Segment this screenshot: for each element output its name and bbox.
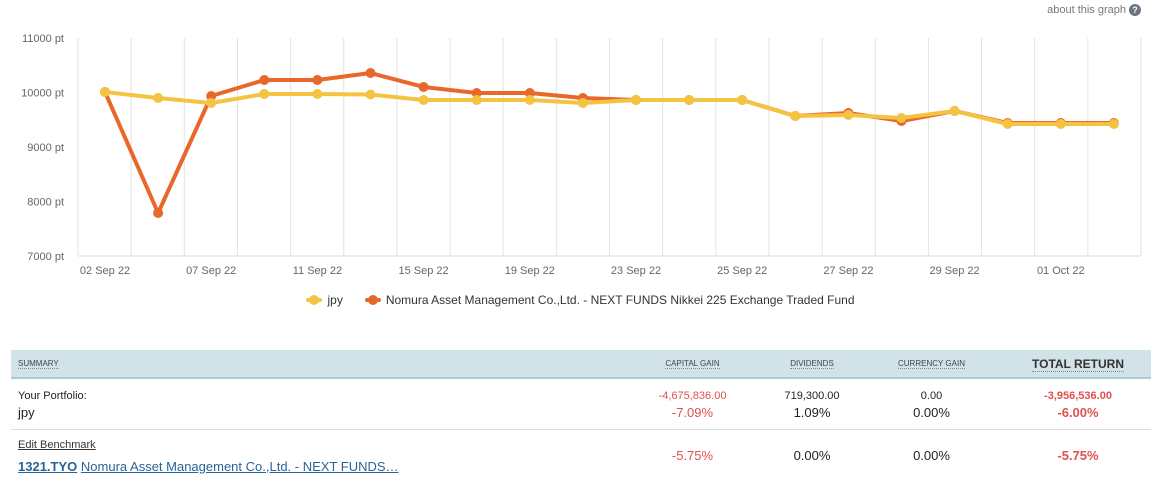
data-point (1002, 119, 1013, 130)
total-return-value: -3,956,536.00 (1044, 390, 1112, 402)
capital-gain-pct: -7.09% (671, 405, 714, 420)
data-point (737, 95, 748, 106)
x-tick-label: 07 Sep 22 (186, 265, 236, 277)
data-point (418, 95, 429, 106)
data-point (312, 89, 323, 100)
chart-legend: jpy Nomura Asset Management Co.,Ltd. - N… (0, 293, 1161, 307)
data-point (790, 110, 801, 121)
y-tick-label: 7000 pt (27, 251, 64, 263)
edit-benchmark-link[interactable]: Edit Benchmark (18, 438, 96, 451)
data-point (259, 89, 270, 100)
total-return-pct: -6.00% (1057, 405, 1099, 420)
data-point (524, 87, 535, 98)
data-point (471, 95, 482, 106)
benchmark-ticker-link[interactable]: 1321.TYO (18, 458, 78, 474)
y-tick-label: 8000 pt (27, 197, 64, 209)
data-point (312, 75, 323, 86)
x-tick-label: 29 Sep 22 (930, 265, 980, 277)
legend-label: Nomura Asset Management Co.,Ltd. - NEXT … (385, 293, 855, 307)
legend-swatch-nomura (364, 295, 381, 305)
header-summary: Summary (18, 359, 59, 369)
dividends-value: 719,300.00 (784, 390, 840, 402)
data-point (524, 95, 535, 106)
legend-item-jpy[interactable]: jpy (306, 293, 343, 307)
legend-item-nomura[interactable]: Nomura Asset Management Co.,Ltd. - NEXT … (364, 293, 855, 307)
y-tick-label: 11000 pt (22, 33, 64, 45)
series-line-0 (104, 90, 1114, 127)
y-tick-label: 9000 pt (27, 142, 64, 154)
data-point (1108, 119, 1119, 130)
currency-gain-value: 0.00 (920, 390, 943, 402)
y-tick-label: 10000 pt (21, 88, 64, 100)
legend-swatch-jpy (306, 295, 323, 305)
benchmark-name-link[interactable]: Nomura Asset Management Co.,Ltd. - NEXT … (80, 458, 399, 474)
data-point (100, 87, 110, 98)
data-point (843, 110, 854, 121)
x-tick-label: 11 Sep 22 (293, 265, 342, 277)
benchmark-capital-gain-pct: -5.75% (671, 447, 714, 463)
header-total-return: Total Return (1032, 356, 1124, 372)
header-dividends: Dividends (790, 359, 834, 369)
data-point (259, 75, 270, 86)
x-tick-label: 27 Sep 22 (823, 265, 873, 277)
data-point (365, 67, 376, 78)
portfolio-label: Your Portfolio: (18, 390, 87, 402)
table-row-portfolio: Your Portfolio: jpy -4,675,836.00 -7.09% 7… (11, 378, 1151, 430)
data-point (631, 95, 641, 106)
benchmark-currency-gain-pct: 0.00% (913, 447, 950, 463)
capital-gain-value: -4,675,836.00 (658, 390, 727, 402)
x-tick-label: 01 Oct 22 (1037, 265, 1085, 277)
x-tick-label: 25 Sep 22 (717, 265, 767, 277)
header-currency-gain: Currency Gain (898, 359, 965, 369)
about-graph-label: about this graph (1047, 4, 1126, 16)
data-point (471, 87, 482, 98)
benchmark-total-return-pct: -5.75% (1057, 447, 1099, 463)
data-point (206, 90, 217, 101)
data-point (577, 98, 588, 109)
x-tick-label: 19 Sep 22 (505, 265, 555, 277)
data-point (418, 81, 429, 92)
line-chart: 7000 pt 8000 pt 9000 pt 10000 pt 11000 pt 02 … (21, 33, 1142, 277)
table-row-benchmark: Edit Benchmark 1321.TYO Nomura Asset Mana… (11, 430, 1151, 481)
benchmark-dividends-pct: 0.00% (793, 447, 831, 463)
data-point (153, 93, 164, 104)
legend-label: jpy (327, 293, 343, 307)
dividends-pct: 1.09% (793, 405, 831, 420)
about-graph-link[interactable]: about this graph? (1047, 4, 1141, 16)
portfolio-name: jpy (18, 405, 35, 420)
data-point (1055, 119, 1066, 130)
data-point (365, 89, 376, 100)
data-point (949, 105, 960, 116)
help-icon: ? (1129, 4, 1141, 16)
data-point (206, 98, 217, 109)
data-point (896, 113, 907, 124)
x-tick-label: 15 Sep 22 (399, 265, 449, 277)
summary-table: Summary Capital Gain Dividends Currency … (11, 350, 1151, 480)
x-tick-label: 02 Sep 22 (80, 265, 130, 277)
data-point (684, 95, 695, 106)
x-tick-label: 23 Sep 22 (611, 265, 661, 277)
header-capital-gain: Capital Gain (665, 359, 720, 369)
currency-gain-pct: 0.00% (913, 405, 950, 420)
data-point (153, 207, 164, 218)
